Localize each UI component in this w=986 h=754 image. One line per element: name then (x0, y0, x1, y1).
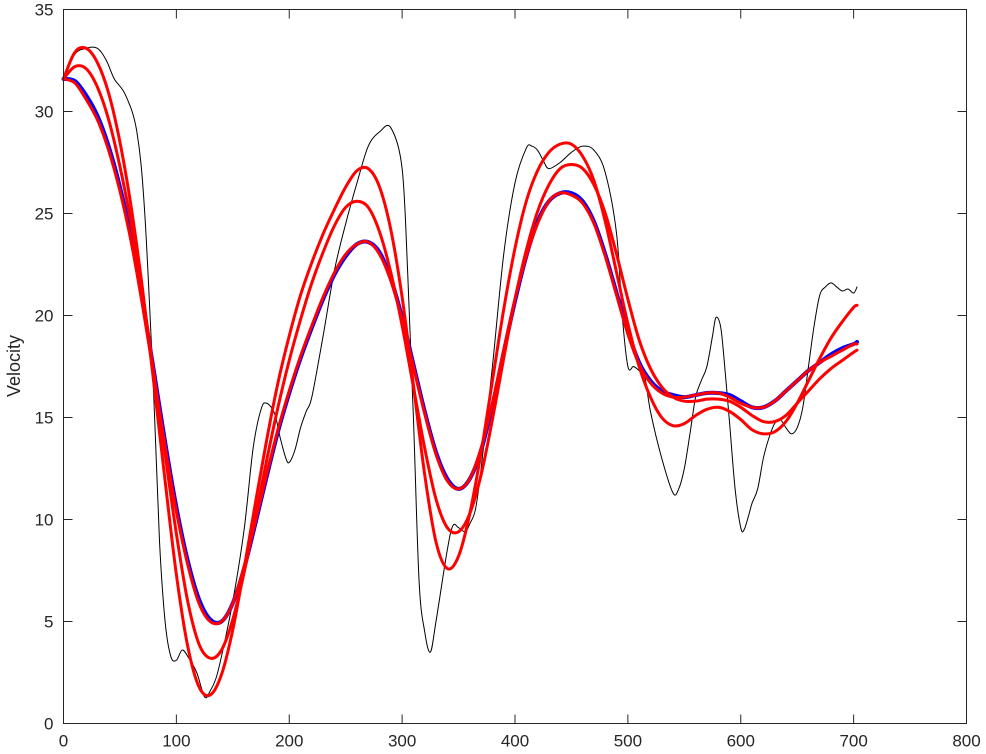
x-tick-label: 400 (501, 732, 529, 751)
y-tick-label: 20 (35, 307, 54, 326)
x-tick-label: 500 (614, 732, 642, 751)
x-tick-label: 800 (952, 732, 980, 751)
series-line-4 (62, 45, 859, 698)
y-tick-label: 30 (35, 103, 54, 122)
series-line-2 (62, 77, 859, 626)
x-tick-label: 300 (388, 732, 416, 751)
y-tick-label: 0 (44, 715, 53, 734)
y-tick-label: 15 (35, 409, 54, 428)
y-tick-label: 10 (35, 511, 54, 530)
x-tick-label: 100 (162, 732, 190, 751)
x-tick-label: 200 (275, 732, 303, 751)
x-tick-label: 0 (59, 732, 68, 751)
y-tick-label: 5 (44, 613, 53, 632)
plot-area-background (63, 9, 967, 724)
y-tick-label: 25 (35, 205, 54, 224)
x-tick-label: 600 (727, 732, 755, 751)
y-tick-label: 35 (35, 1, 54, 20)
series-layer (61, 45, 860, 699)
series-line-3 (62, 64, 859, 660)
y-axis-label: Velocity (4, 335, 24, 397)
x-tick-label: 700 (839, 732, 867, 751)
tick-layer: 0 100 200 300 400 500 600 700 800 0 5 10 15 20 25 30 35 (35, 1, 981, 751)
